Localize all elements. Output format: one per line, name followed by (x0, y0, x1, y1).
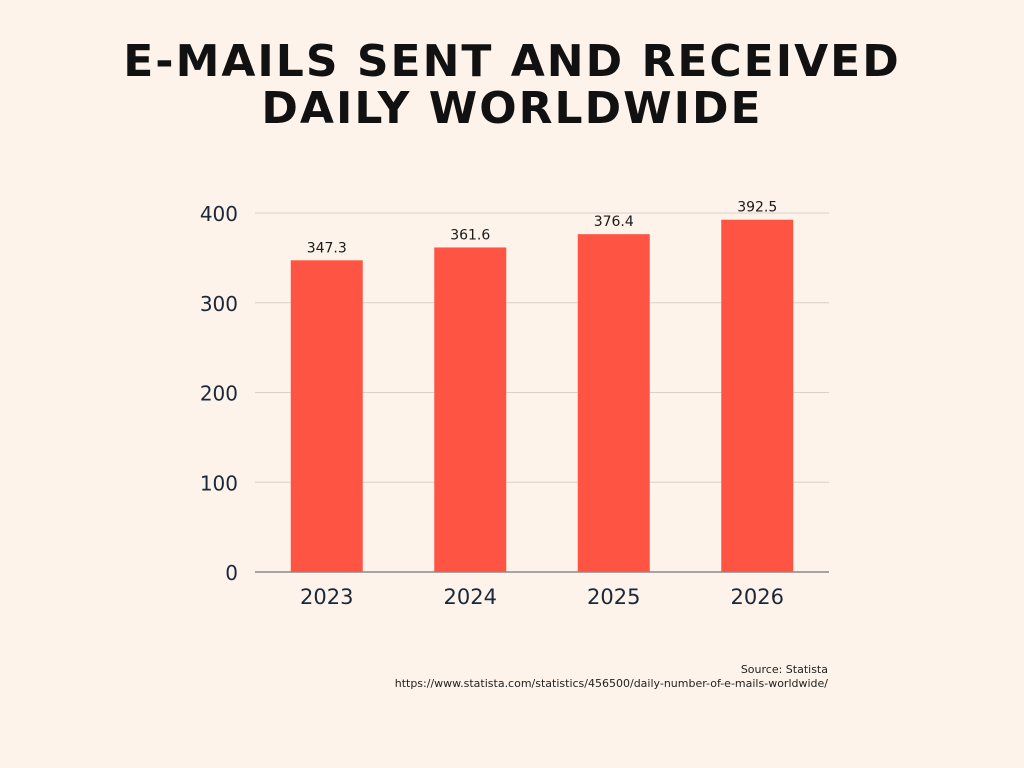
x-tick-label: 2025 (587, 585, 640, 609)
x-tick-label: 2024 (444, 585, 497, 609)
chart-title-line-2: DAILY WORLDWIDE (261, 83, 763, 134)
x-tick-label: 2023 (300, 585, 353, 609)
source-url: https://www.statista.com/statistics/4565… (394, 677, 828, 690)
data-label: 347.3 (307, 240, 347, 256)
y-tick-label: 300 (200, 292, 238, 316)
chart-title: E-MAILS SENT AND RECEIVED DAILY WORLDWID… (0, 38, 1024, 132)
bar (434, 247, 507, 573)
bar (290, 260, 363, 572)
y-tick-label: 100 (200, 471, 238, 495)
data-label: 361.6 (450, 227, 490, 243)
labels: 0 100 200 300 400 347.3 2023 361.6 2024 376.4 2025… (200, 200, 784, 609)
source-label: Source: Statista (740, 663, 828, 676)
y-tick-label: 400 (200, 202, 238, 226)
chart-title-line-1: E-MAILS SENT AND RECEIVED (123, 36, 901, 87)
data-label: 376.4 (594, 214, 634, 230)
y-tick-label: 0 (225, 561, 238, 585)
data-label: 392.5 (737, 200, 777, 216)
bars (290, 219, 794, 573)
y-tick-label: 200 (200, 382, 238, 406)
x-tick-label: 2026 (731, 585, 784, 609)
source-note: Source: Statista https://www.statista.co… (395, 663, 828, 691)
bar (577, 234, 650, 572)
bar (721, 219, 794, 572)
